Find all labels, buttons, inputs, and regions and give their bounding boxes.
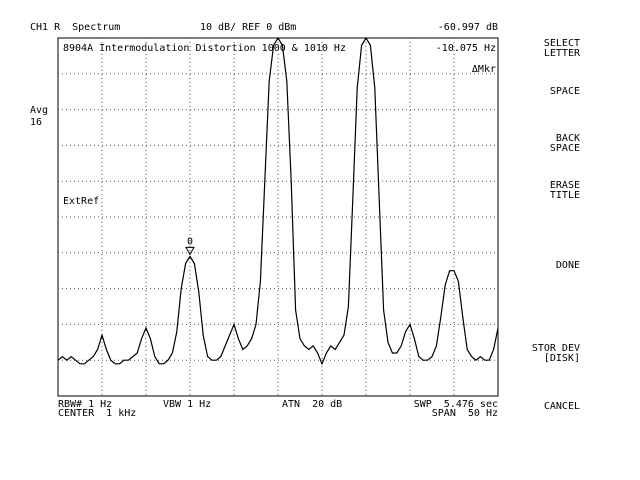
softkey[interactable]: STOR DEV	[532, 343, 580, 354]
swp: SWP 5.476 sec	[414, 399, 498, 410]
softkey[interactable]: DONE	[556, 260, 580, 271]
softkey[interactable]: SPACE	[550, 86, 580, 97]
softkey[interactable]: BACK	[556, 133, 580, 144]
vbw: VBW 1 Hz	[163, 399, 211, 410]
screen-title: 8904A Intermodulation Distortion 1000 & …	[63, 43, 346, 54]
atn: ATN 20 dB	[282, 399, 342, 410]
rbw: RBW# 1 Hz	[58, 399, 112, 410]
softkey[interactable]: ERASE	[550, 180, 580, 191]
trace	[57, 36, 499, 366]
ref-mode: ExtRef	[63, 196, 99, 207]
softkey[interactable]: TITLE	[550, 190, 580, 201]
scale-label: 10 dB/ REF 0 dBm	[200, 22, 296, 33]
channel-label: CH1 R Spectrum	[30, 22, 120, 33]
softkey[interactable]: CANCEL	[544, 401, 580, 412]
avg-label: Avg	[30, 105, 48, 116]
avg-count: 16	[30, 117, 42, 128]
softkey[interactable]: [DISK]	[544, 353, 580, 364]
softkey[interactable]: SELECT	[544, 38, 580, 49]
marker-mode: ΔMkr	[472, 64, 496, 75]
marker	[185, 246, 195, 256]
marker-readout: -60.997 dB	[438, 22, 498, 33]
marker-delta: -10.075 Hz	[436, 43, 496, 54]
softkey[interactable]: LETTER	[544, 48, 581, 59]
marker-label: 0	[187, 236, 193, 247]
softkey[interactable]: SPACE	[550, 143, 580, 154]
center: CENTER 1 kHz	[58, 408, 136, 419]
span: SPAN 50 Hz	[432, 408, 498, 419]
